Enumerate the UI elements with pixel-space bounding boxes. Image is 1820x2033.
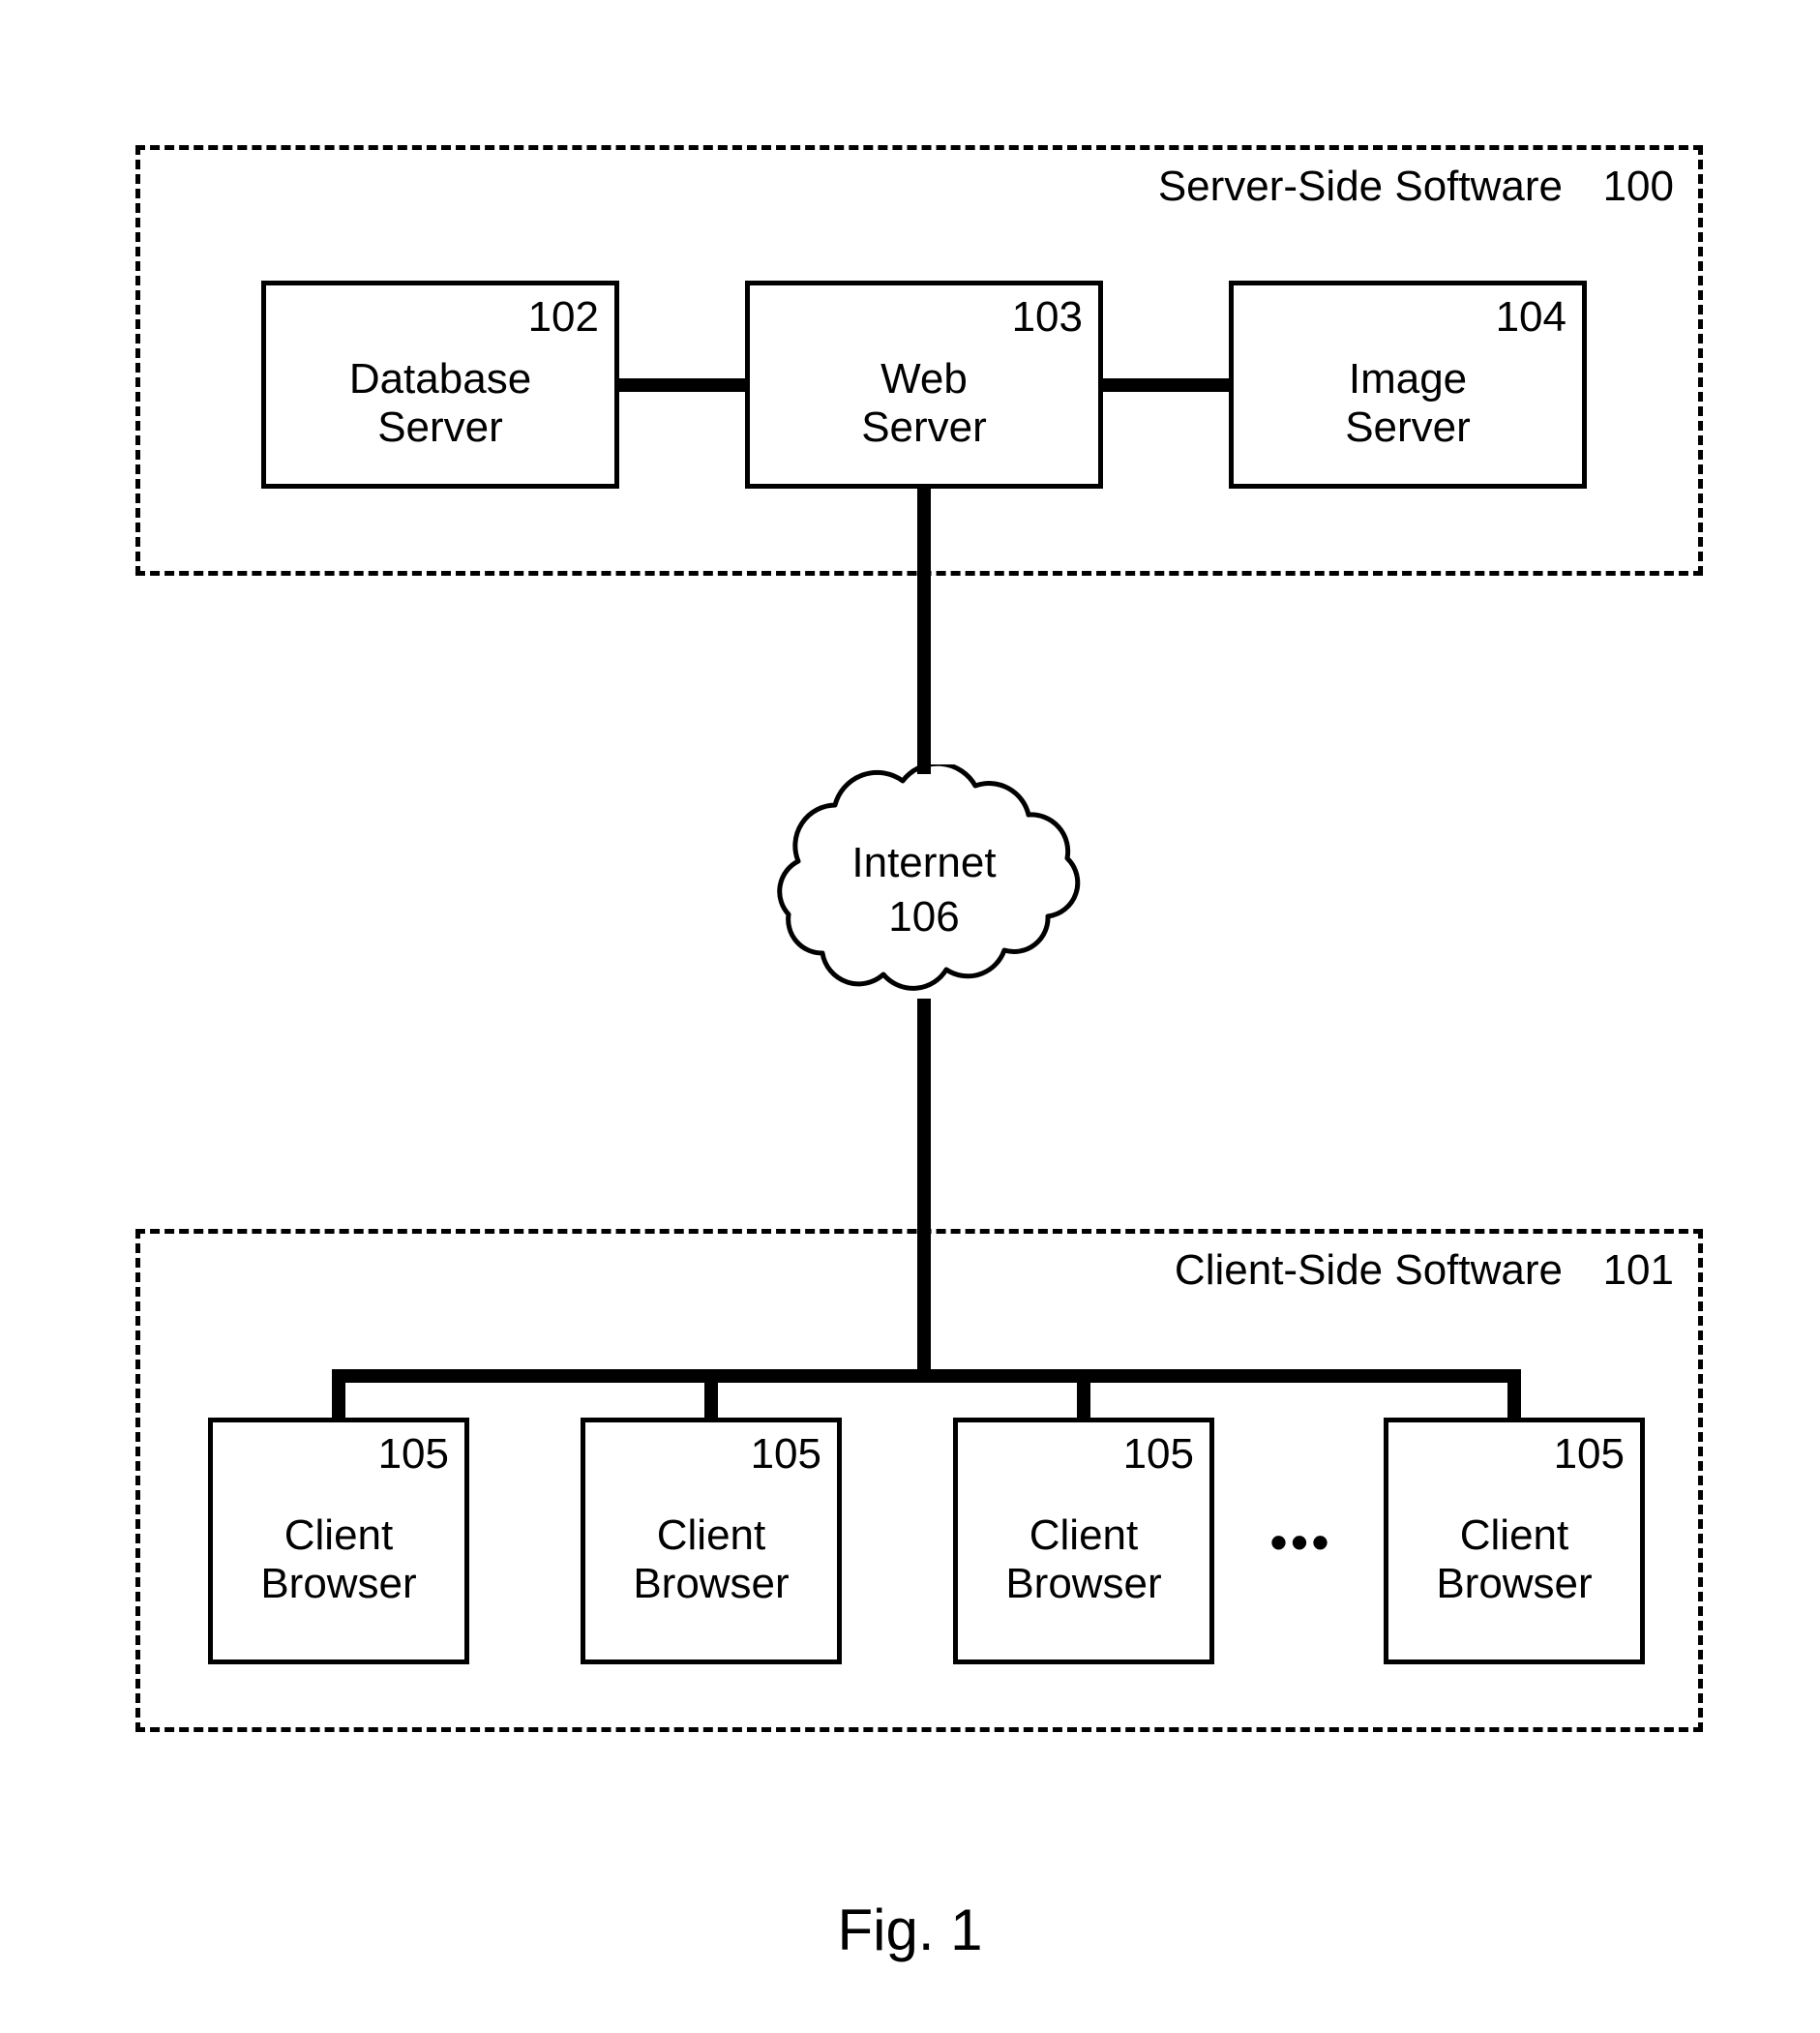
client-browser-3-number: 105 — [1554, 1430, 1625, 1479]
server-region-number: 100 — [1603, 163, 1674, 211]
internet-cloud-label: Internet106 — [764, 764, 1084, 1016]
client-browser-1-label-line1: Client — [657, 1511, 766, 1560]
image-server-number: 104 — [1496, 293, 1566, 342]
image-server-box: 104 ImageServer — [1229, 281, 1587, 489]
image-server-label-line1: Image — [1349, 355, 1467, 404]
client-drop-3 — [1507, 1369, 1521, 1418]
client-browser-0-label-line2: Browser — [260, 1560, 416, 1608]
client-browser-1-label-line2: Browser — [633, 1560, 789, 1608]
client-browser-3-box: 105 ClientBrowser — [1384, 1418, 1645, 1664]
client-browser-2-label-line1: Client — [1029, 1511, 1139, 1560]
client-browser-0-box: 105 ClientBrowser — [208, 1418, 469, 1664]
diagram-stage: Server-Side Software 100 Client-Side Softw… — [0, 0, 1820, 2033]
connector-cloud-bus — [917, 999, 931, 1369]
server-region-title: Server-Side Software — [1158, 163, 1563, 211]
client-browser-1-number: 105 — [751, 1430, 821, 1479]
client-browser-0-label-line1: Client — [284, 1511, 394, 1560]
web-server-number: 103 — [1012, 293, 1083, 342]
database-server-label-line1: Database — [349, 355, 531, 404]
database-server-box: 102 DatabaseServer — [261, 281, 619, 489]
client-region-number: 101 — [1603, 1246, 1674, 1295]
web-server-label-line2: Server — [861, 404, 987, 452]
client-browser-2-number: 105 — [1123, 1430, 1194, 1479]
image-server-label-line2: Server — [1345, 404, 1471, 452]
client-ellipsis: ••• — [1248, 1514, 1355, 1570]
client-browser-3-label-line1: Client — [1460, 1511, 1569, 1560]
web-server-box: 103 WebServer — [745, 281, 1103, 489]
client-region-title: Client-Side Software — [1175, 1246, 1563, 1295]
client-browser-1-box: 105 ClientBrowser — [581, 1418, 842, 1664]
client-browser-2-label-line2: Browser — [1005, 1560, 1161, 1608]
database-server-label-line2: Server — [377, 404, 503, 452]
client-browser-2-box: 105 ClientBrowser — [953, 1418, 1214, 1664]
client-drop-2 — [1077, 1369, 1090, 1418]
internet-cloud: Internet106 — [764, 764, 1084, 1016]
client-browser-0-number: 105 — [378, 1430, 449, 1479]
client-drop-1 — [704, 1369, 718, 1418]
figure-caption: Fig. 1 — [0, 1897, 1820, 1963]
connector-web-cloud — [917, 489, 931, 774]
client-browser-3-label-line2: Browser — [1436, 1560, 1592, 1608]
connector-web-image — [1103, 378, 1229, 392]
web-server-label-line1: Web — [880, 355, 968, 404]
client-bus — [332, 1369, 1521, 1383]
client-drop-0 — [332, 1369, 345, 1418]
database-server-number: 102 — [528, 293, 599, 342]
connector-db-web — [619, 378, 745, 392]
